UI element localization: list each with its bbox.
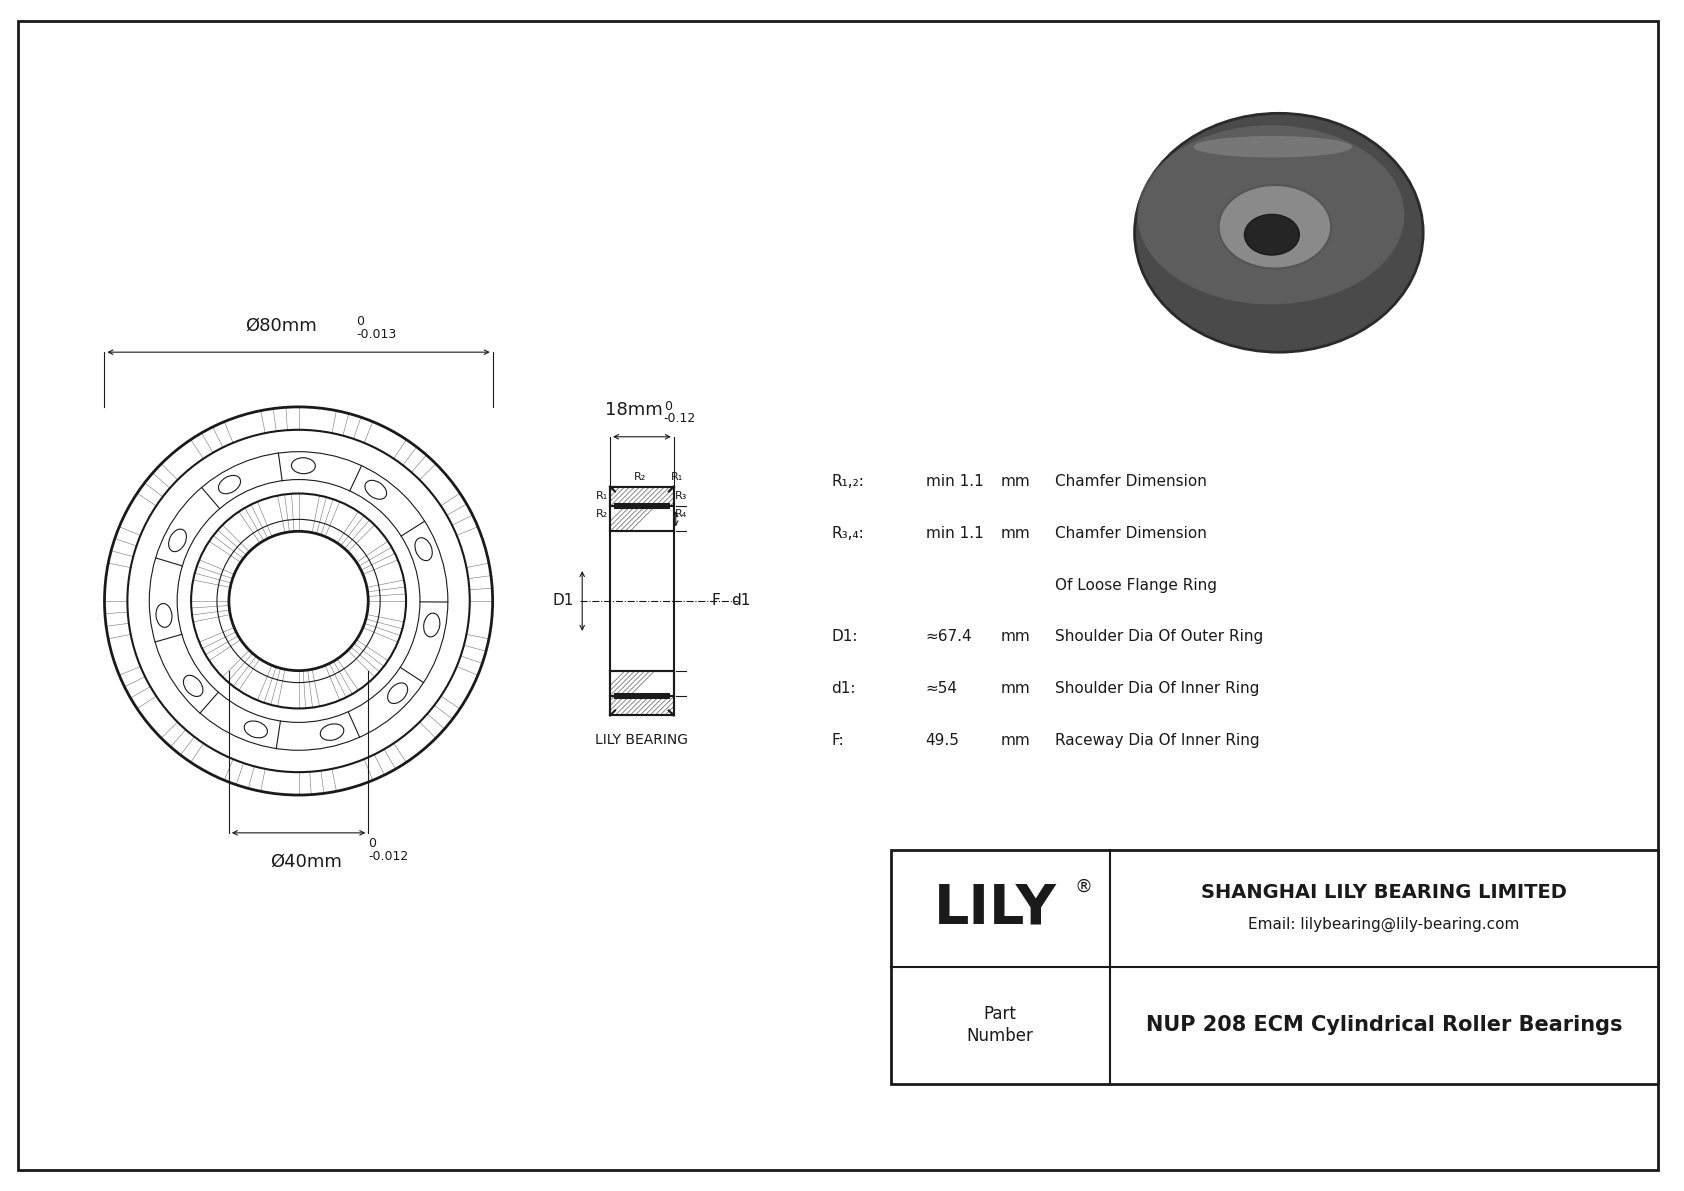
Ellipse shape [291,457,315,474]
Bar [615,505,669,509]
Text: Raceway Dia Of Inner Ring: Raceway Dia Of Inner Ring [1054,732,1260,748]
Text: NUP 208 ECM Cylindrical Roller Bearings: NUP 208 ECM Cylindrical Roller Bearings [1145,1015,1622,1035]
Ellipse shape [157,604,172,628]
Ellipse shape [219,475,241,494]
Text: -0.12: -0.12 [663,412,695,425]
Text: 0: 0 [369,837,376,850]
Text: 18mm: 18mm [605,401,663,419]
Text: R₁,₂:: R₁,₂: [830,474,864,490]
Bar [610,696,674,716]
Bar [610,671,674,696]
Text: mm: mm [1000,681,1031,696]
Text: R₁: R₁ [670,472,684,481]
Text: Part
Number: Part Number [967,1005,1034,1046]
Text: R₂: R₂ [633,472,647,481]
Text: Shoulder Dia Of Inner Ring: Shoulder Dia Of Inner Ring [1054,681,1260,696]
Ellipse shape [320,724,344,741]
Text: 0: 0 [663,400,672,413]
Ellipse shape [244,721,268,738]
Text: Email: lilybearing@lily-bearing.com: Email: lilybearing@lily-bearing.com [1248,917,1519,931]
Text: R₃: R₃ [675,492,687,501]
Bar [615,693,669,698]
Ellipse shape [1135,113,1423,353]
Text: mm: mm [1000,732,1031,748]
Ellipse shape [1194,136,1352,157]
Text: Ø80mm: Ø80mm [244,317,317,335]
Text: min 1.1: min 1.1 [926,525,983,541]
Text: Chamfer Dimension: Chamfer Dimension [1054,474,1207,490]
Ellipse shape [414,537,433,561]
Text: mm: mm [1000,629,1031,644]
Text: 0: 0 [357,316,364,329]
Text: LILY BEARING: LILY BEARING [596,734,689,747]
Bar [610,506,674,531]
Text: -0.013: -0.013 [357,329,396,341]
Text: D1:: D1: [830,629,857,644]
Text: mm: mm [1000,474,1031,490]
Ellipse shape [1137,125,1404,305]
Text: F: F [712,593,721,609]
Text: Ø40mm: Ø40mm [271,853,342,871]
Text: R₃,₄:: R₃,₄: [830,525,864,541]
Ellipse shape [168,529,187,551]
Text: R₂: R₂ [596,510,608,519]
Text: R₄: R₄ [675,510,687,519]
Text: Chamfer Dimension: Chamfer Dimension [1054,525,1207,541]
Text: -0.012: -0.012 [369,850,409,862]
Ellipse shape [1244,214,1300,255]
Text: d1: d1 [731,593,751,609]
Text: 49.5: 49.5 [926,732,960,748]
Text: Of Loose Flange Ring: Of Loose Flange Ring [1054,578,1218,593]
Text: LILY: LILY [935,881,1056,935]
Text: ®: ® [1074,878,1093,896]
Text: min 1.1: min 1.1 [926,474,983,490]
Ellipse shape [365,480,387,499]
Text: SHANGHAI LILY BEARING LIMITED: SHANGHAI LILY BEARING LIMITED [1201,883,1566,902]
Bar [891,850,1659,1084]
Text: mm: mm [1000,525,1031,541]
Text: D1: D1 [552,593,574,609]
Ellipse shape [424,613,440,637]
Text: R₁: R₁ [596,492,608,501]
Text: ≈54: ≈54 [926,681,958,696]
Text: d1:: d1: [830,681,855,696]
Ellipse shape [184,675,202,697]
Text: ≈67.4: ≈67.4 [926,629,972,644]
Text: Shoulder Dia Of Outer Ring: Shoulder Dia Of Outer Ring [1054,629,1263,644]
Ellipse shape [1219,185,1330,268]
Text: F:: F: [830,732,844,748]
Bar [610,486,674,506]
Ellipse shape [387,682,408,704]
